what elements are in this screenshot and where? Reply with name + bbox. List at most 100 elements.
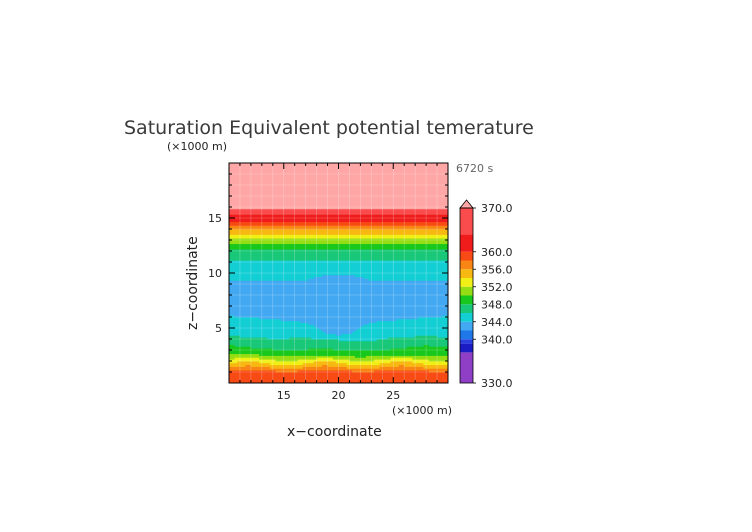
field-cell — [275, 307, 279, 311]
field-cell — [316, 322, 320, 325]
field-cell — [341, 267, 345, 270]
field-cell — [302, 262, 307, 265]
field-cell — [338, 329, 342, 333]
field-cell — [308, 350, 312, 353]
field-cell — [308, 236, 312, 239]
field-cell — [289, 355, 293, 358]
field-cell — [234, 199, 238, 202]
field-cell — [294, 337, 298, 340]
field-cell — [248, 185, 252, 188]
field-cell — [322, 359, 326, 362]
field-cell — [229, 346, 233, 349]
field-cell — [297, 311, 301, 314]
field-cell — [267, 309, 271, 312]
field-cell — [324, 333, 328, 336]
field-cell — [256, 181, 260, 184]
field-cell — [324, 285, 328, 289]
field-cell — [253, 260, 257, 263]
field-cell — [270, 278, 274, 281]
field-cell — [264, 379, 268, 382]
field-cell — [300, 318, 304, 322]
field-cell — [253, 168, 257, 171]
field-cell — [253, 296, 257, 300]
field-cell — [281, 229, 285, 232]
field-cell — [248, 361, 252, 364]
field-cell — [261, 212, 265, 215]
field-cell — [341, 306, 345, 309]
field-cell — [229, 293, 233, 296]
field-cell — [248, 280, 252, 283]
field-cell — [237, 262, 241, 265]
field-cell — [338, 186, 342, 190]
field-cell — [305, 340, 309, 344]
field-cell — [311, 260, 315, 263]
field-cell — [316, 373, 320, 377]
field-cell — [283, 194, 287, 197]
field-cell — [341, 258, 345, 261]
field-cell — [291, 331, 296, 334]
field-cell — [335, 221, 339, 224]
field-cell — [300, 229, 304, 232]
field-cell — [267, 285, 271, 289]
field-cell — [324, 225, 328, 228]
field-cell — [289, 225, 293, 228]
field-cell — [311, 234, 315, 237]
field-cell — [272, 163, 276, 166]
field-cell — [275, 273, 279, 276]
field-cell — [322, 335, 326, 338]
field-cell — [248, 276, 252, 279]
field-cell — [270, 379, 274, 382]
field-cell — [278, 271, 282, 274]
field-cell — [341, 322, 345, 325]
field-cell — [278, 174, 282, 177]
field-cell — [239, 282, 244, 285]
field-cell — [281, 361, 285, 364]
field-cell — [256, 188, 260, 191]
field-cell — [281, 183, 285, 186]
field-cell — [278, 274, 282, 278]
field-cell — [267, 276, 271, 279]
field-cell — [338, 350, 342, 353]
field-cell — [261, 186, 265, 190]
field-cell — [297, 318, 301, 322]
field-cell — [231, 364, 235, 367]
field-cell — [335, 315, 339, 318]
field-cell — [286, 245, 290, 248]
field-cell — [237, 218, 241, 221]
field-cell — [239, 276, 244, 279]
field-cell — [319, 163, 323, 166]
field-cell — [239, 234, 244, 237]
field-cell — [335, 181, 339, 184]
field-cell — [319, 232, 323, 235]
field-cell — [229, 324, 233, 327]
field-cell — [248, 315, 252, 318]
field-cell — [261, 366, 265, 369]
field-cell — [278, 221, 282, 224]
field-cell — [297, 181, 301, 184]
field-cell — [330, 168, 334, 171]
field-cell — [245, 175, 249, 179]
field-cell — [300, 346, 304, 349]
field-cell — [324, 205, 328, 208]
field-cell — [245, 342, 249, 345]
field-cell — [259, 289, 263, 292]
field-cell — [281, 344, 285, 347]
field-cell — [264, 194, 268, 197]
field-cell — [311, 337, 315, 340]
field-cell — [286, 357, 290, 360]
field-cell — [300, 267, 304, 270]
field-cell — [229, 366, 233, 369]
field-cell — [272, 287, 276, 290]
field-cell — [281, 273, 285, 276]
field-cell — [319, 234, 323, 237]
field-cell — [261, 361, 265, 364]
field-cell — [237, 181, 241, 184]
field-cell — [272, 216, 276, 219]
field-cell — [250, 197, 255, 201]
field-cell — [300, 302, 304, 305]
field-cell — [229, 164, 233, 168]
field-cell — [253, 201, 257, 204]
field-cell — [327, 350, 331, 353]
field-cell — [324, 331, 328, 334]
field-cell — [302, 192, 307, 195]
